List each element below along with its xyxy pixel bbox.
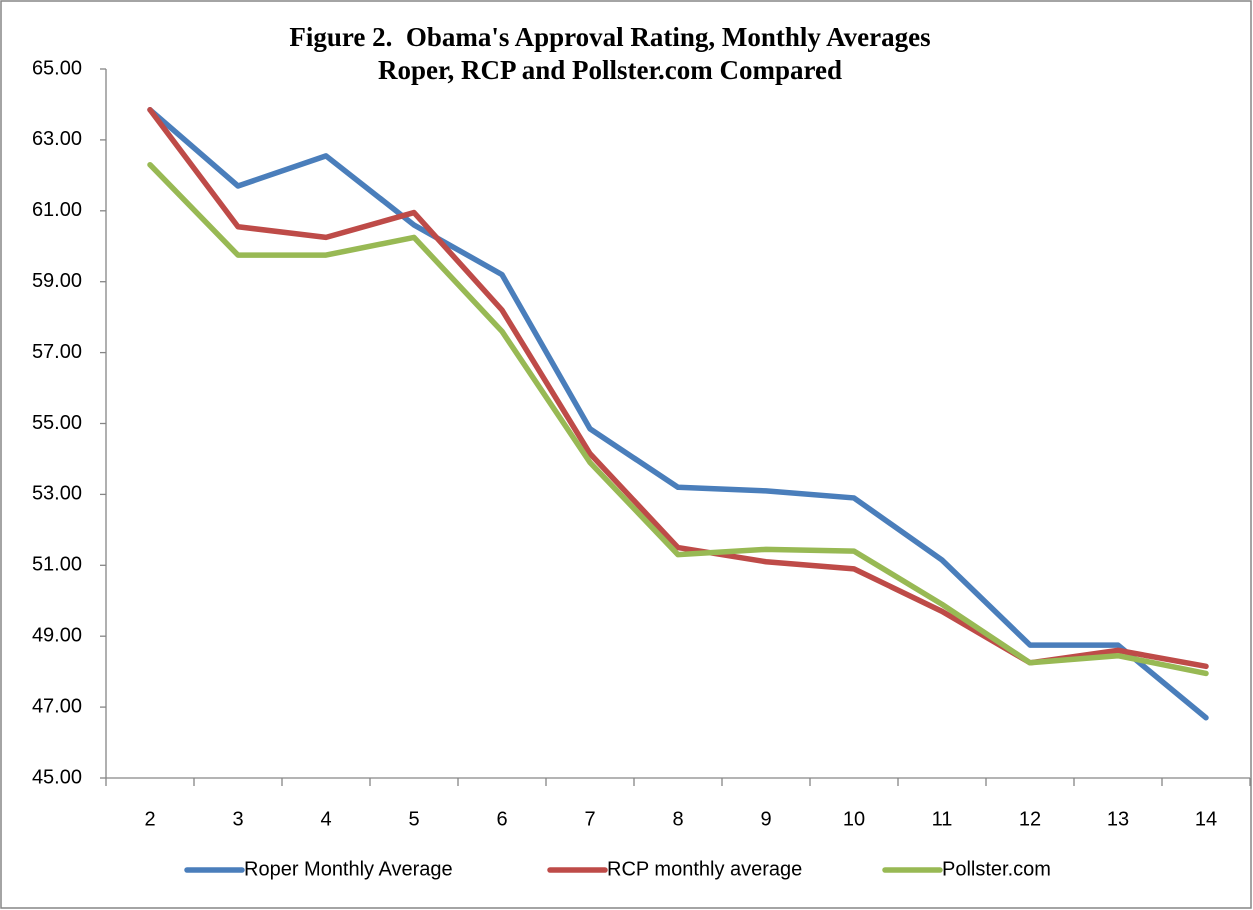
x-tick-label: 7 [584,808,595,830]
y-tick-label: 47.00 [32,695,82,717]
y-tick-label: 45.00 [32,766,82,788]
x-tick-label: 3 [232,808,243,830]
x-tick-label: 13 [1107,808,1129,830]
legend-label: Roper Monthly Average [244,858,453,880]
x-tick-label: 5 [408,808,419,830]
x-tick-label: 11 [932,808,953,830]
y-tick-label: 61.00 [32,199,82,221]
x-tick-label: 4 [320,808,331,830]
series-line [147,161,1209,677]
x-tick-label: 8 [672,808,683,830]
x-tick-label: 10 [843,808,865,830]
y-tick-label: 55.00 [32,412,82,434]
y-tick-label: 65.00 [32,57,82,79]
x-tick-label: 14 [1195,808,1217,830]
y-tick-label: 51.00 [32,554,82,576]
chart-title: Figure 2. Obama's Approval Rating, Month… [289,22,930,52]
x-tick-label: 2 [144,808,155,830]
x-tick-label: 9 [760,808,771,830]
y-tick-label: 59.00 [32,270,82,292]
legend-label: Pollster.com [942,858,1051,880]
legend-label: RCP monthly average [607,858,802,880]
x-tick-label: 6 [496,808,507,830]
x-tick-label: 12 [1019,808,1041,830]
y-tick-label: 63.00 [32,128,82,150]
y-tick-label: 49.00 [32,624,82,646]
chart-subtitle: Roper, RCP and Pollster.com Compared [378,55,842,85]
series-line [147,107,1209,721]
y-tick-label: 53.00 [32,483,82,505]
y-tick-label: 57.00 [32,341,82,363]
